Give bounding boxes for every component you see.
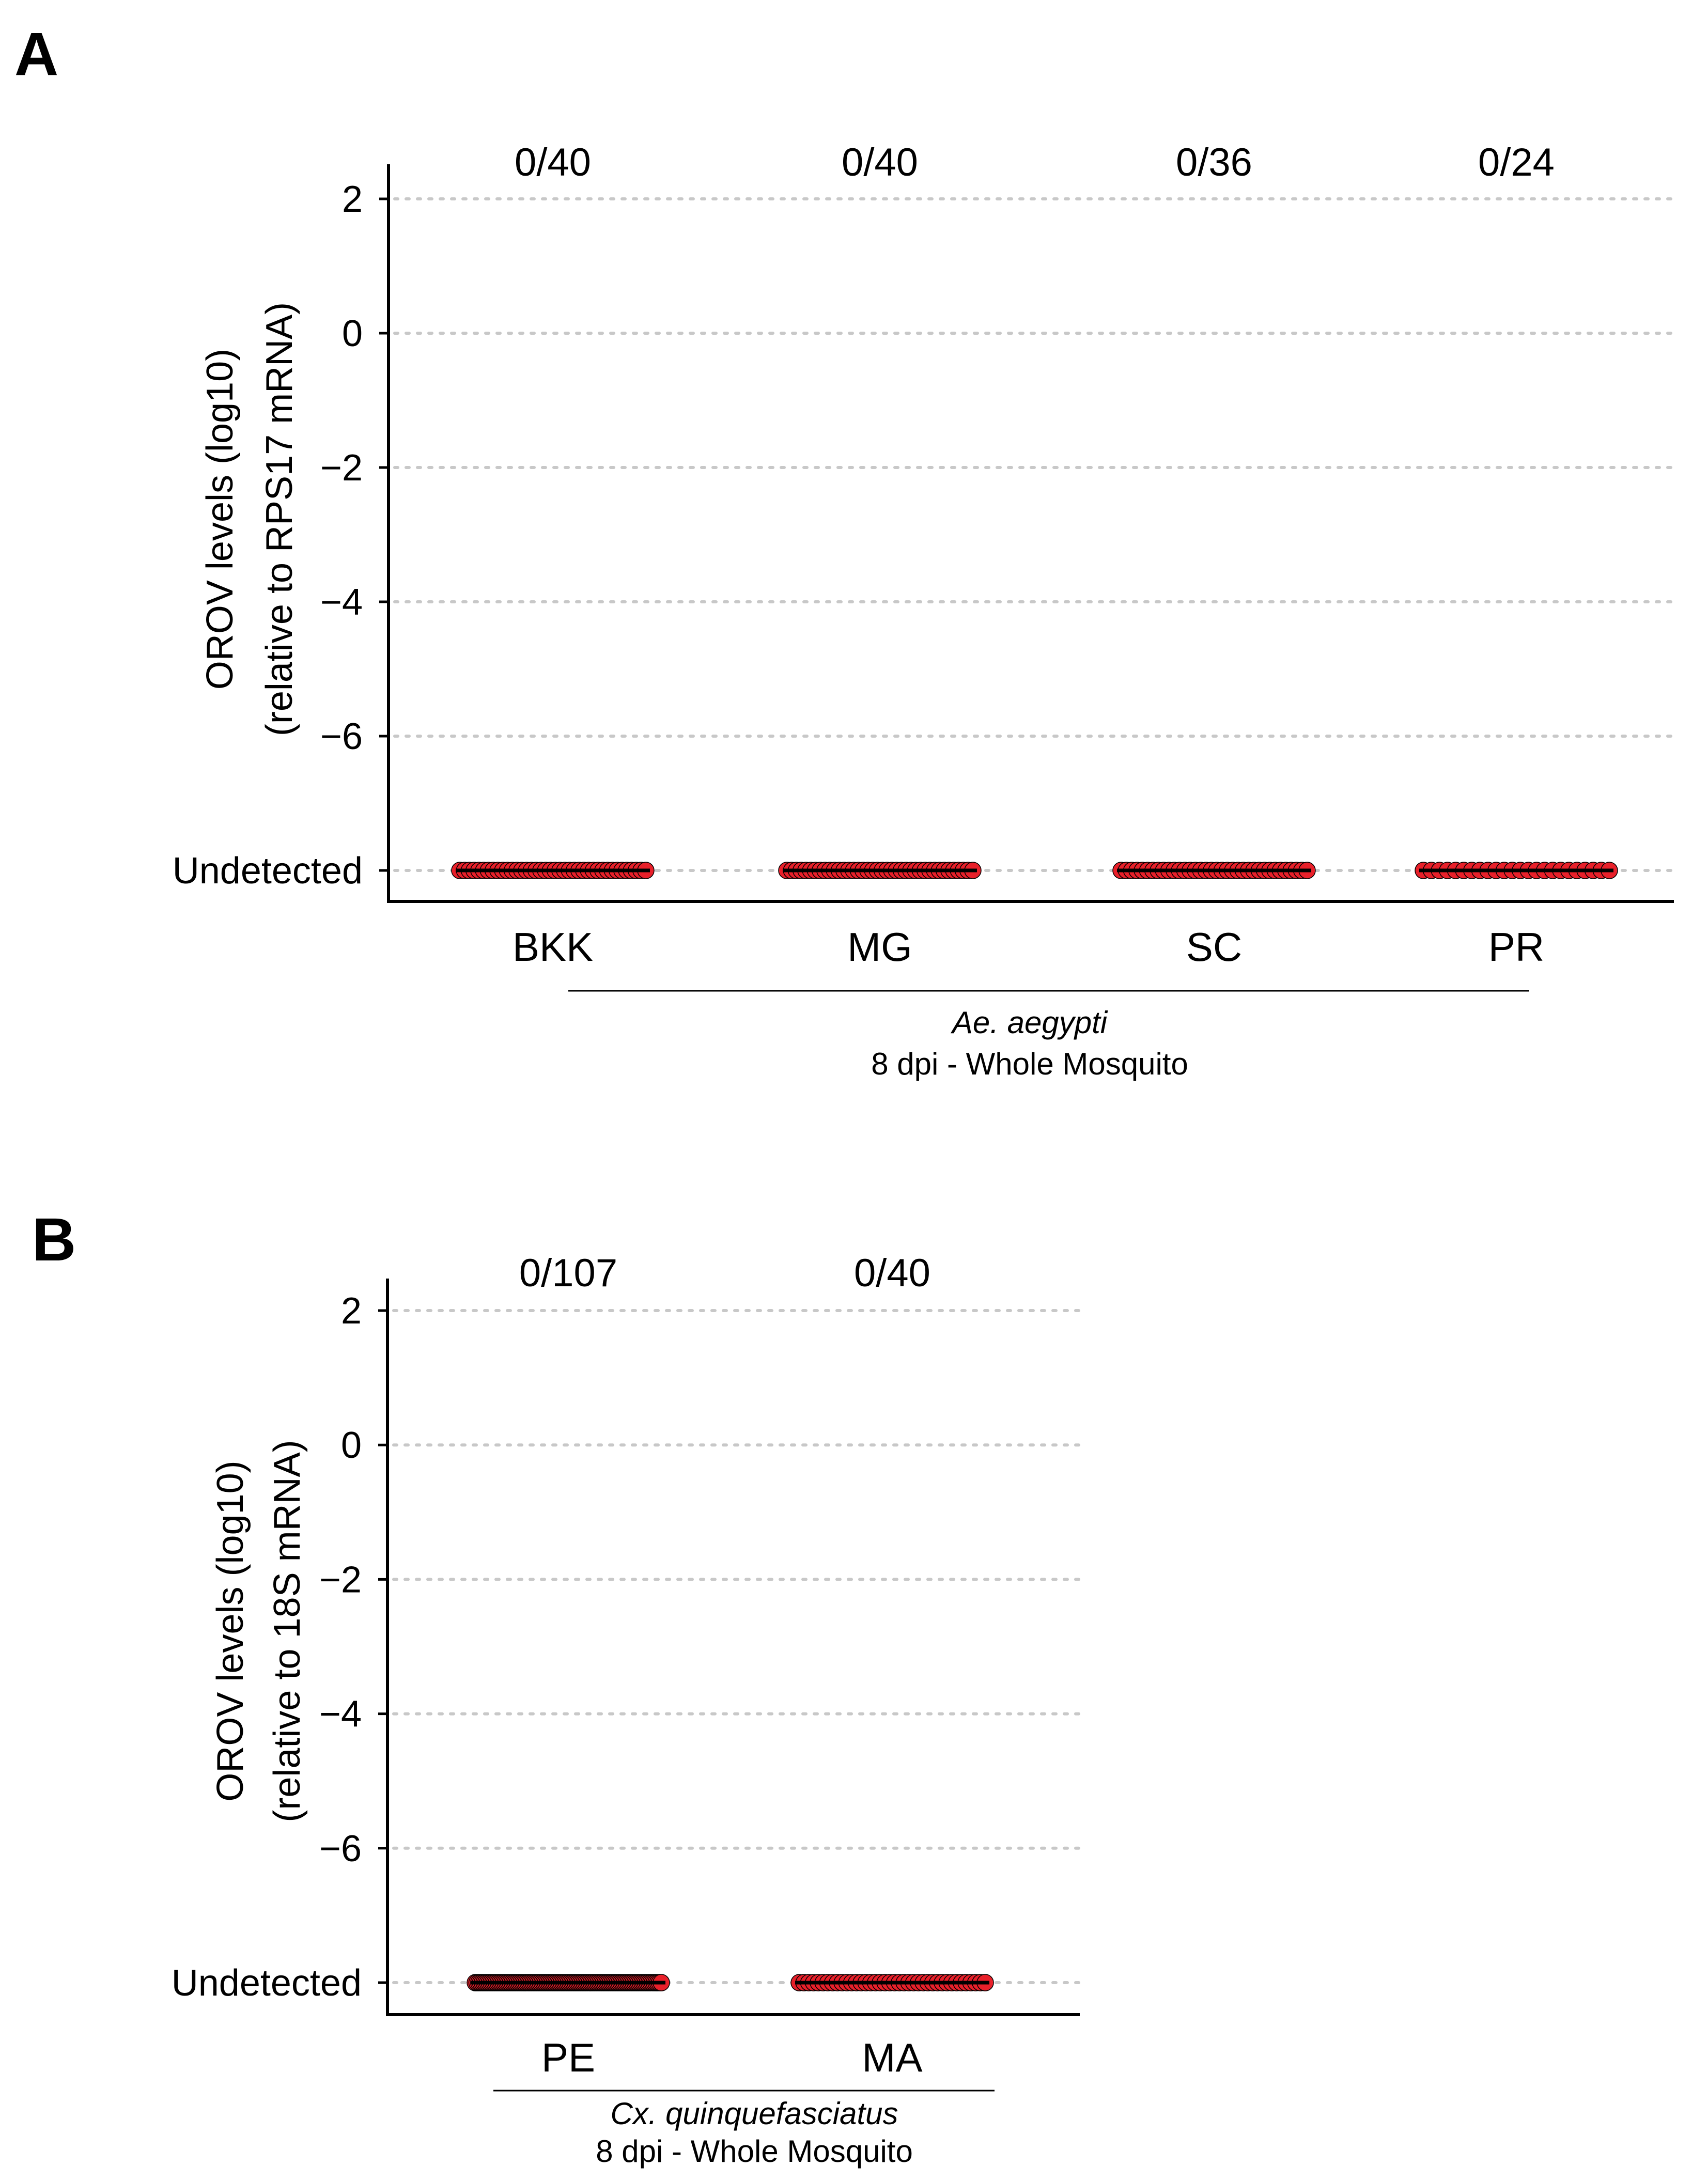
chart-panel-a: A 2 0 −2 −4 −6 Undetected OROV levels (log10) (r… <box>14 20 1675 1081</box>
y-tick-label: 2 <box>342 179 363 220</box>
x-category-label: PE <box>541 2035 595 2080</box>
y-tick-label: Undetected <box>173 850 363 892</box>
x-category-label: BKK <box>513 924 593 970</box>
panel-label: B <box>32 1206 76 1274</box>
group-count-label: 0/24 <box>1478 141 1555 184</box>
condition-label: 8 dpi - Whole Mosquito <box>596 2134 913 2169</box>
group-count-label: 0/40 <box>515 141 591 184</box>
group-count-label: 0/36 <box>1176 141 1252 184</box>
y-axis-label: (relative to RPS17 mRNA) <box>259 302 300 736</box>
group-count-label: 0/40 <box>842 141 918 184</box>
y-tick-label: 2 <box>341 1290 362 1332</box>
group-count-label: 0/107 <box>519 1251 617 1295</box>
y-axis-label: OROV levels (log10) <box>210 1460 251 1801</box>
y-axis-label: OROV levels (log10) <box>199 349 241 690</box>
y-tick-label: −4 <box>319 1694 362 1735</box>
y-tick-label: Undetected <box>172 1962 362 2004</box>
y-axis-label: (relative to 18S mRNA) <box>267 1440 308 1822</box>
x-category-label: SC <box>1186 924 1242 970</box>
species-label: Ae. aegypti <box>951 1005 1108 1040</box>
condition-label: 8 dpi - Whole Mosquito <box>871 1047 1188 1081</box>
y-tick-label: −2 <box>320 447 363 489</box>
species-label: Cx. quinquefasciatus <box>611 2096 898 2131</box>
y-tick-label: −6 <box>319 1828 362 1870</box>
panel-label: A <box>14 20 58 88</box>
group-count-label: 0/40 <box>854 1251 930 1295</box>
y-tick-label: −4 <box>320 582 363 623</box>
x-category-label: MG <box>847 924 912 970</box>
x-category-label: MA <box>862 2035 923 2080</box>
x-category-label: PR <box>1488 924 1544 970</box>
y-tick-label: −6 <box>320 716 363 757</box>
y-tick-label: −2 <box>319 1559 362 1600</box>
y-tick-label: 0 <box>342 313 363 354</box>
chart-panel-b: B 2 0 −2 −4 −6 Undetected OROV levels (log10) (r… <box>32 1206 1081 2169</box>
y-tick-label: 0 <box>341 1425 362 1466</box>
